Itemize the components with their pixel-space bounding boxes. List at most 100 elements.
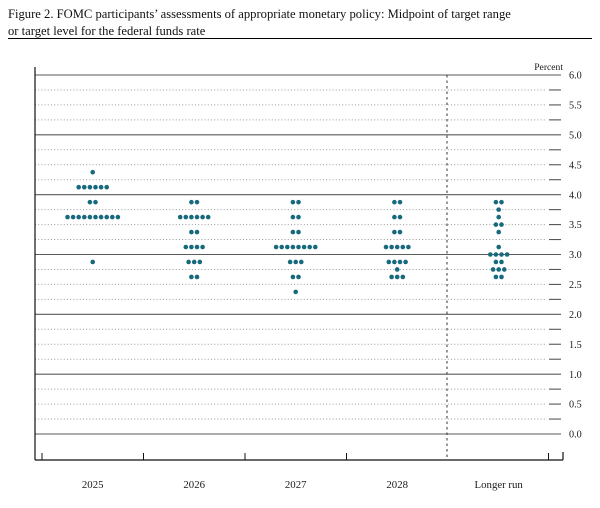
- y-axis-label: 4.0: [569, 190, 582, 201]
- projection-dot: [499, 274, 504, 280]
- projection-dot: [90, 169, 95, 175]
- projection-dot: [93, 184, 98, 190]
- projection-dot: [87, 184, 93, 190]
- y-axis-label: 3.5: [569, 220, 582, 231]
- projection-dot: [290, 229, 296, 235]
- projection-dot: [82, 184, 87, 190]
- projection-dot: [397, 214, 403, 220]
- y-axis-title: Percent: [534, 62, 563, 73]
- x-axis-label-longer-run: Longer run: [475, 479, 524, 491]
- x-axis-label-2025: 2025: [82, 479, 104, 491]
- projection-dot: [290, 244, 296, 250]
- projection-dot: [299, 259, 304, 265]
- projection-dot: [279, 244, 285, 250]
- y-axis-label: 0.5: [569, 400, 582, 411]
- y-axis-label: 1.0: [569, 370, 582, 381]
- projection-dot: [383, 244, 389, 250]
- projection-dot: [296, 274, 301, 280]
- projection-dot: [389, 244, 394, 250]
- y-axis-label: 4.5: [569, 160, 582, 171]
- projection-dot: [197, 259, 203, 265]
- projection-dot: [189, 274, 194, 280]
- projection-dot: [189, 244, 194, 250]
- projection-dot: [406, 244, 411, 250]
- projection-dot: [496, 207, 502, 212]
- projection-dot: [293, 289, 299, 295]
- projection-dot: [76, 184, 81, 190]
- projection-dot: [183, 244, 189, 250]
- projection-dot: [285, 244, 290, 250]
- projection-dot: [90, 259, 95, 265]
- projection-dot: [488, 252, 493, 257]
- projection-dot: [386, 259, 392, 265]
- projection-dot: [93, 199, 98, 205]
- x-axis-label-2028: 2028: [386, 479, 408, 491]
- projection-dot: [496, 244, 502, 250]
- figure-title-line-2: or target level for the federal funds ra…: [8, 23, 206, 38]
- projection-dot: [397, 259, 403, 265]
- projection-dot: [194, 199, 200, 205]
- y-axis-label: 1.5: [569, 340, 582, 351]
- projection-dot: [296, 214, 301, 220]
- projection-dot: [397, 229, 403, 235]
- y-axis-label: 0.0: [569, 430, 582, 441]
- projection-dot: [389, 274, 394, 280]
- projection-dot: [93, 214, 98, 220]
- dot-plot-chart: 6.0 5.5 5.0 4.5 4.0 3.5 3.0 2.5 2.0 1.5 1.0 0.5 0.0 P…: [34, 62, 582, 491]
- y-axis-label: 3.0: [569, 250, 582, 261]
- y-axis-label: 2.5: [569, 280, 582, 291]
- projection-dot: [493, 274, 499, 280]
- projection-dot: [87, 214, 93, 220]
- x-axis-label-2027: 2027: [285, 479, 307, 491]
- projection-dot: [493, 199, 499, 205]
- projection-dot: [493, 252, 499, 257]
- projection-dot: [307, 244, 313, 250]
- projection-dot: [293, 259, 299, 265]
- projection-dot: [394, 244, 400, 250]
- projection-dot: [490, 267, 496, 272]
- projection-dot: [273, 244, 279, 250]
- projection-dot: [194, 244, 200, 250]
- projection-dot: [394, 267, 400, 272]
- projection-dot: [82, 214, 87, 220]
- projection-dot: [287, 259, 293, 265]
- projection-dot: [400, 274, 406, 280]
- figure-title-line-1: Figure 2. FOMC participants’ assessments…: [8, 7, 511, 21]
- title-divider-rule: [8, 38, 592, 39]
- projection-dot: [493, 259, 499, 265]
- projection-dot: [392, 259, 397, 265]
- projection-dot: [392, 199, 397, 205]
- projection-dot: [183, 214, 189, 220]
- projection-dot: [392, 229, 397, 235]
- projection-dot: [296, 244, 301, 250]
- projection-dot: [400, 244, 406, 250]
- projection-dot: [200, 214, 205, 220]
- projection-dot: [301, 244, 307, 250]
- projection-dot: [194, 229, 200, 235]
- projection-dot: [296, 229, 301, 235]
- projection-dot: [186, 259, 191, 265]
- projection-dot: [194, 274, 200, 280]
- projection-dot: [76, 214, 81, 220]
- projection-dot: [290, 214, 296, 220]
- projection-dot: [493, 222, 499, 227]
- projection-dot: [504, 252, 510, 257]
- projection-dot: [189, 229, 194, 235]
- projection-dot: [394, 274, 400, 280]
- y-axis-label: 2.0: [569, 310, 582, 321]
- figure-title: Figure 2. FOMC participants’ assessments…: [8, 6, 592, 39]
- x-axis-label-2026: 2026: [183, 479, 205, 491]
- projection-dot: [70, 214, 76, 220]
- projection-dot: [87, 199, 93, 205]
- projection-dot: [502, 267, 507, 272]
- projection-dot: [98, 184, 104, 190]
- projection-dot: [499, 222, 504, 227]
- y-axis-label: 5.0: [569, 130, 582, 141]
- projection-dot: [205, 214, 211, 220]
- projection-dot: [496, 229, 502, 235]
- projection-dot: [499, 252, 504, 257]
- projection-dot: [110, 214, 115, 220]
- projection-dot: [191, 259, 197, 265]
- projection-dot: [290, 274, 296, 280]
